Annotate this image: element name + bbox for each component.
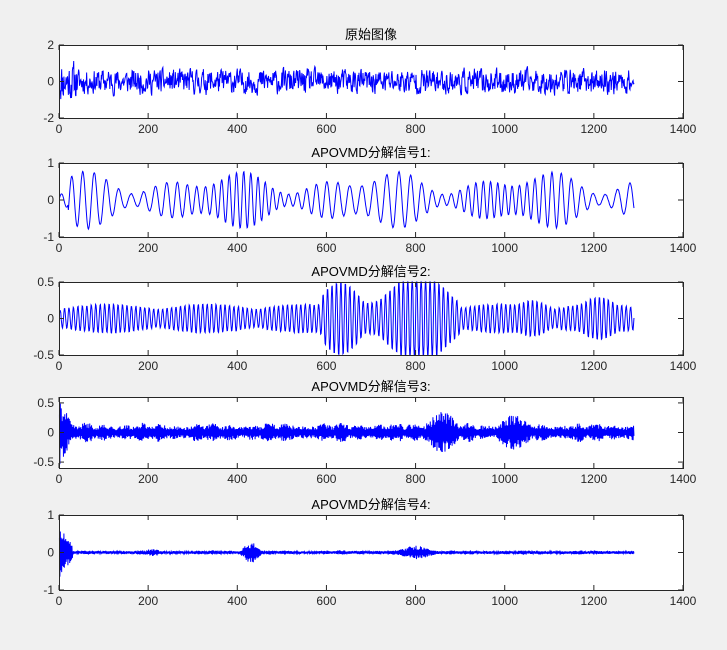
subplot-title: APOVMD分解信号2: xyxy=(311,264,430,279)
x-tick-label: 400 xyxy=(227,472,247,486)
x-tick-label: 0 xyxy=(56,122,63,136)
x-tick-label: 1400 xyxy=(670,359,697,373)
x-tick-label: 800 xyxy=(406,472,426,486)
series-line xyxy=(58,281,635,356)
subplot-2: 0 200 400 600 800 1000 1200 1400-101APOVMD分解信号1… xyxy=(43,145,696,255)
x-tick-label: 0 xyxy=(56,472,63,486)
subplot-title: APOVMD分解信号1: xyxy=(311,145,430,160)
x-tick-label: 200 xyxy=(138,122,158,136)
y-tick-label: -0.5 xyxy=(33,348,54,362)
subplot-3: 0 200 400 600 800 1000 1200 1400-0.500.5APOVMD分… xyxy=(33,264,696,373)
x-tick-label: 600 xyxy=(316,359,336,373)
y-tick-label: 0 xyxy=(47,312,54,326)
y-tick-label: 2 xyxy=(47,38,54,52)
x-tick-label: 800 xyxy=(406,122,426,136)
subplot-title: 原始图像 xyxy=(345,27,397,42)
y-tick-label: 0.5 xyxy=(37,275,54,289)
subplot-4: 0 200 400 600 800 1000 1200 1400-0.500.5APOVMD分… xyxy=(33,379,696,486)
x-tick-label: 600 xyxy=(316,594,336,608)
y-tick-label: -1 xyxy=(43,583,54,597)
x-tick-label: 200 xyxy=(138,359,158,373)
y-tick-label: 1 xyxy=(47,508,54,522)
y-tick-label: 1 xyxy=(47,156,54,170)
y-tick-label: -0.5 xyxy=(33,455,54,469)
x-tick-label: 400 xyxy=(227,241,247,255)
y-tick-label: 0 xyxy=(47,426,54,440)
x-tick-label: 400 xyxy=(227,122,247,136)
y-tick-label: 0 xyxy=(47,193,54,207)
x-tick-label: 0 xyxy=(56,594,63,608)
y-tick-label: -1 xyxy=(43,230,54,244)
x-tick-label: 400 xyxy=(227,594,247,608)
y-tick-label: -2 xyxy=(43,111,54,125)
x-tick-label: 1200 xyxy=(581,359,608,373)
x-tick-label: 1400 xyxy=(670,594,697,608)
y-tick-label: 0 xyxy=(47,546,54,560)
series-line xyxy=(58,403,635,465)
x-tick-label: 1200 xyxy=(581,472,608,486)
series-line xyxy=(58,531,635,577)
y-tick-label: 0 xyxy=(47,75,54,89)
x-tick-label: 1000 xyxy=(491,241,518,255)
x-tick-label: 0 xyxy=(56,241,63,255)
x-tick-label: 1000 xyxy=(491,122,518,136)
x-tick-label: 1400 xyxy=(670,241,697,255)
x-tick-label: 1400 xyxy=(670,472,697,486)
x-tick-label: 1200 xyxy=(581,594,608,608)
series-line xyxy=(58,170,635,231)
y-tick-label: 0.5 xyxy=(37,396,54,410)
subplot-5: 0 200 400 600 800 1000 1200 1400-101APOVMD分解信号4… xyxy=(43,497,696,608)
x-tick-label: 1000 xyxy=(491,594,518,608)
x-tick-label: 600 xyxy=(316,122,336,136)
x-tick-label: 1000 xyxy=(491,359,518,373)
x-tick-label: 1000 xyxy=(491,472,518,486)
x-tick-label: 200 xyxy=(138,241,158,255)
x-tick-label: 800 xyxy=(406,241,426,255)
subplot-title: APOVMD分解信号3: xyxy=(311,379,430,394)
x-tick-label: 200 xyxy=(138,472,158,486)
x-tick-label: 1400 xyxy=(670,122,697,136)
x-tick-label: 800 xyxy=(406,594,426,608)
x-tick-label: 200 xyxy=(138,594,158,608)
x-tick-label: 600 xyxy=(316,472,336,486)
x-tick-label: 0 xyxy=(56,359,63,373)
x-tick-label: 800 xyxy=(406,359,426,373)
x-tick-label: 600 xyxy=(316,241,336,255)
series-line xyxy=(58,61,635,100)
subplot-title: APOVMD分解信号4: xyxy=(311,497,430,512)
x-tick-label: 400 xyxy=(227,359,247,373)
x-tick-label: 1200 xyxy=(581,122,608,136)
x-tick-label: 1200 xyxy=(581,241,608,255)
